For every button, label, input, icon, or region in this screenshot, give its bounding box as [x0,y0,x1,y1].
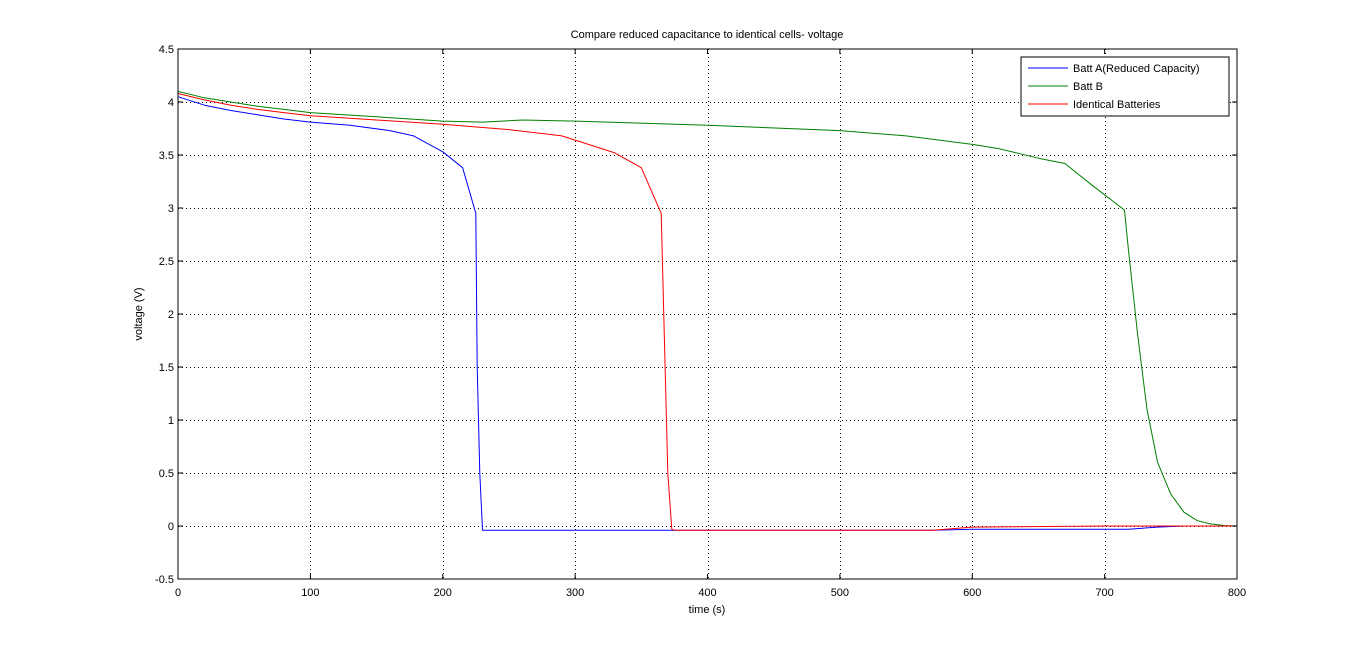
legend-label-batt-a: Batt A(Reduced Capacity) [1073,63,1200,75]
x-tick-label: 300 [566,587,584,599]
x-axis-label: time (s) [689,604,726,616]
y-tick-label: 0.5 [159,468,174,480]
x-axis-tick-labels: 0 100 200 300 400 500 600 700 800 [175,587,1246,599]
y-tick-label: 0 [168,521,174,533]
legend: Batt A(Reduced Capacity) Batt B Identica… [1020,56,1230,117]
y-tick-label: 3.5 [159,150,174,162]
x-tick-label: 200 [434,587,452,599]
y-axis-tick-labels: -0.5 0 0.5 1 1.5 2 2.5 3 3.5 4 4.5 [155,44,174,586]
y-tick-label: 2.5 [159,256,174,268]
y-tick-label: 1 [168,415,174,427]
series-lines [177,90,1238,531]
y-tick-label: 3 [168,203,174,215]
legend-label-identical: Identical Batteries [1073,99,1161,111]
y-axis-label: voltage (V) [133,287,145,340]
x-tick-label: 500 [831,587,849,599]
x-tick-label: 0 [175,587,181,599]
grid-lines [178,49,1237,579]
x-tick-label: 600 [963,587,981,599]
chart-title: Compare reduced capacitance to identical… [571,29,844,41]
legend-label-batt-b: Batt B [1073,81,1103,93]
y-tick-label: 4.5 [159,44,174,56]
y-tick-label: 2 [168,309,174,321]
x-tick-label: 400 [698,587,716,599]
axis-ticks [177,48,1238,580]
x-tick-label: 100 [301,587,319,599]
series-line-batt-b [177,90,1238,527]
y-tick-label: 1.5 [159,362,174,374]
series-line-identical [177,93,1237,531]
x-tick-label: 800 [1228,587,1246,599]
x-tick-label: 700 [1095,587,1113,599]
y-tick-label: -0.5 [155,574,174,586]
y-tick-label: 4 [168,97,174,109]
series-line-batt-a [177,96,1237,531]
